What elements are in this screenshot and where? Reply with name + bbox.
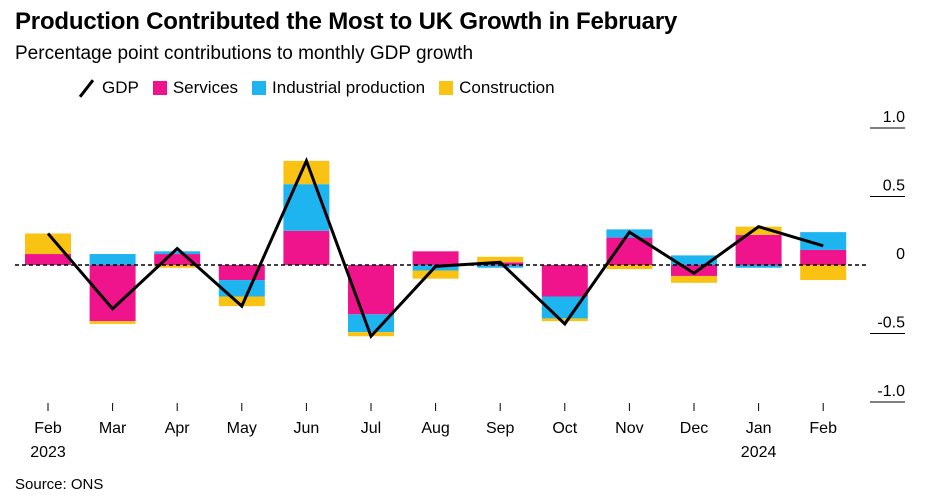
bar-services	[800, 249, 847, 265]
bar-industrial	[218, 280, 265, 297]
bar-construction	[412, 270, 459, 279]
y-tick-label: 0.5	[883, 178, 905, 195]
bar-construction	[154, 265, 201, 268]
bar-services	[671, 265, 717, 276]
x-tick-label: Aug	[421, 420, 449, 437]
y-tick-label: -0.5	[877, 315, 905, 332]
x-tick-label: Jun	[294, 420, 320, 437]
chart-subtitle: Percentage point contributions to monthl…	[15, 43, 474, 64]
construction-swatch-icon	[439, 81, 454, 95]
x-year-label: 2023	[30, 444, 66, 461]
legend: GDP Services Industrial production Const…	[78, 78, 569, 98]
x-tick-label: Dec	[680, 420, 708, 437]
legend-item-services: Services	[152, 78, 239, 98]
bar-services	[25, 254, 71, 265]
bar-services	[283, 230, 330, 265]
source-note: Source: ONS	[15, 476, 104, 493]
bar-industrial	[89, 254, 136, 265]
bar-industrial	[477, 265, 524, 268]
bar-construction	[671, 275, 717, 283]
legend-label-construction: Construction	[459, 78, 555, 97]
bar-construction	[89, 321, 136, 324]
bar-industrial	[671, 255, 717, 265]
bar-construction	[800, 265, 847, 281]
chart-title: Production Contributed the Most to UK Gr…	[15, 8, 678, 35]
bar-services	[218, 265, 265, 281]
legend-item-construction: Construction	[439, 78, 555, 98]
legend-label-industrial: Industrial production	[272, 78, 426, 97]
bar-construction	[283, 160, 330, 185]
bar-services	[412, 251, 459, 265]
legend-label-services: Services	[172, 78, 239, 97]
y-tick-label: 1.0	[883, 109, 905, 126]
x-tick-label: Apr	[165, 420, 191, 437]
x-tick-label: Sep	[486, 420, 515, 437]
gdp-line	[46, 156, 824, 340]
y-tick-label: 0	[896, 246, 905, 263]
bar-industrial	[154, 251, 201, 255]
x-tick-label: Mar	[99, 420, 127, 437]
bar-services	[348, 265, 394, 315]
x-tick-label: Feb	[34, 420, 62, 437]
legend-item-industrial: Industrial production	[252, 78, 425, 98]
services-swatch-icon	[152, 81, 167, 95]
x-tick-label: Jan	[746, 420, 772, 437]
y-tick-label: -1.0	[877, 383, 905, 400]
x-tick-label: Jul	[361, 420, 381, 437]
bar-industrial	[735, 265, 782, 268]
bar-industrial	[348, 314, 394, 333]
bar-services	[735, 234, 782, 265]
bar-construction	[735, 226, 782, 235]
x-tick-label: Oct	[552, 420, 577, 437]
industrial-swatch-icon	[252, 81, 267, 95]
legend-label-gdp: GDP	[102, 78, 139, 97]
bar-construction	[541, 318, 588, 322]
x-tick-label: Feb	[809, 420, 837, 437]
bar-construction	[606, 265, 653, 270]
bar-services	[541, 265, 588, 297]
bar-construction	[477, 256, 524, 263]
x-tick-label: Nov	[615, 420, 643, 437]
bar-services	[154, 254, 201, 265]
bar-industrial	[800, 232, 847, 250]
bar-construction	[218, 296, 265, 307]
x-year-label: 2024	[741, 444, 777, 461]
x-tick-label: May	[227, 420, 257, 437]
legend-item-gdp: GDP	[78, 78, 139, 98]
